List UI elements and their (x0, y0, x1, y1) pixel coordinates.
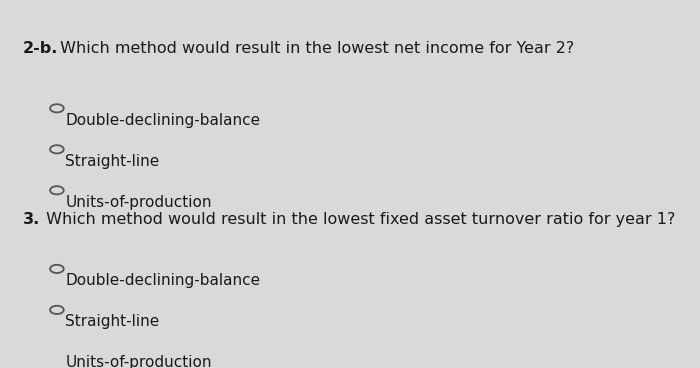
Text: Double-declining-balance: Double-declining-balance (65, 273, 260, 289)
Text: 2-b.: 2-b. (23, 41, 58, 56)
Text: Straight-line: Straight-line (65, 154, 160, 169)
Text: Which method would result in the lowest net income for Year 2?: Which method would result in the lowest … (55, 41, 574, 56)
Text: Units-of-production: Units-of-production (65, 195, 212, 210)
Text: 3.: 3. (23, 212, 40, 227)
Text: Double-declining-balance: Double-declining-balance (65, 113, 260, 128)
Text: Units-of-production: Units-of-production (65, 355, 212, 368)
Text: Straight-line: Straight-line (65, 314, 160, 329)
Text: Which method would result in the lowest fixed asset turnover ratio for year 1?: Which method would result in the lowest … (41, 212, 675, 227)
